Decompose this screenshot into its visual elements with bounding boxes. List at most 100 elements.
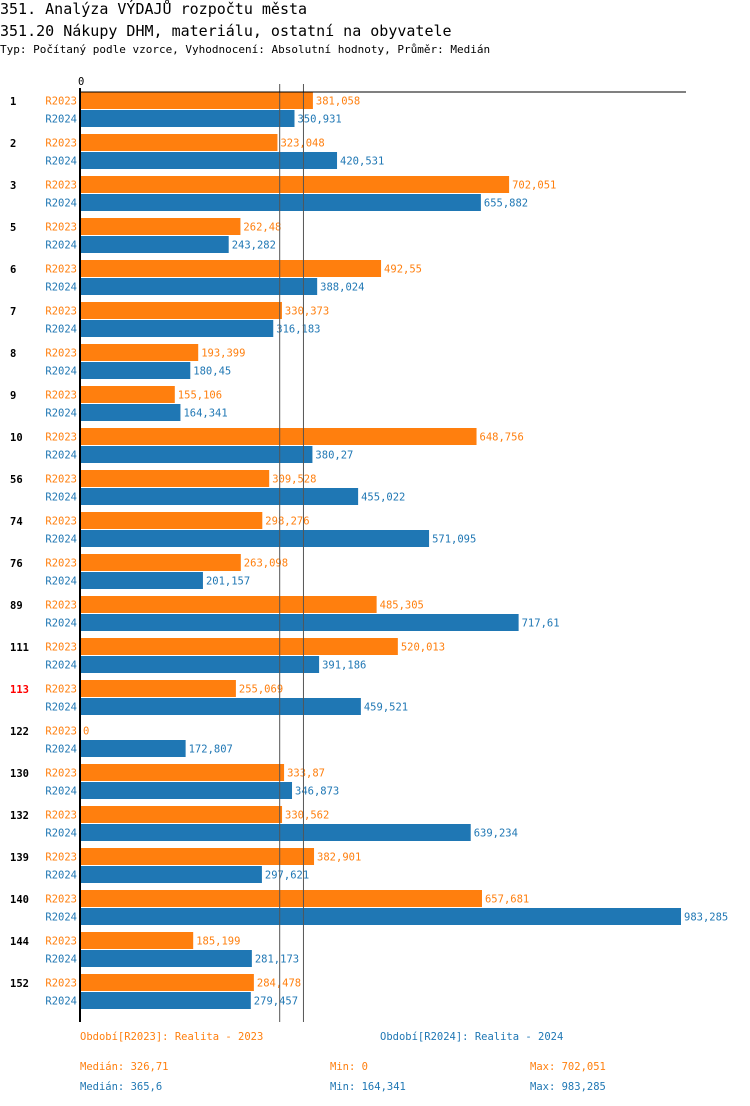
- series-label: R2023: [45, 474, 77, 486]
- bar: [80, 512, 263, 529]
- data-label: 298,276: [265, 516, 309, 528]
- data-label: 702,051: [512, 180, 556, 192]
- series-label: R2023: [45, 600, 77, 612]
- bar: [80, 344, 199, 361]
- category-label: 3: [10, 180, 16, 192]
- series-label: R2024: [45, 996, 77, 1008]
- bar: [80, 950, 252, 967]
- data-label: 193,399: [201, 348, 245, 360]
- category-label: 8: [10, 348, 16, 360]
- series-label: R2024: [45, 576, 77, 588]
- category-label: 152: [10, 978, 29, 990]
- bar: [80, 530, 430, 547]
- bar: [80, 152, 338, 169]
- series-label: R2024: [45, 408, 77, 420]
- category-label: 7: [10, 306, 16, 318]
- series-label: R2024: [45, 786, 77, 798]
- bar: [80, 134, 278, 151]
- series-label: R2023: [45, 894, 77, 906]
- data-label: 382,901: [317, 852, 361, 864]
- bar: [80, 320, 274, 337]
- legend-r2024-period: Období[R2024]: Realita - 2024: [380, 1031, 564, 1043]
- category-label: 9: [10, 390, 16, 402]
- series-label: R2023: [45, 96, 77, 108]
- data-label: 346,873: [295, 786, 339, 798]
- category-label: 140: [10, 894, 29, 906]
- page-title: 351. Analýza VÝDAJŮ rozpočtu města: [0, 0, 308, 18]
- category-label: 2: [10, 138, 16, 150]
- bar: [80, 992, 251, 1009]
- series-label: R2023: [45, 432, 77, 444]
- series-label: R2024: [45, 702, 77, 714]
- page-description: Typ: Počítaný podle vzorce, Vyhodnocení:…: [0, 43, 491, 56]
- series-label: R2023: [45, 264, 77, 276]
- series-label: R2024: [45, 660, 77, 672]
- data-label: 520,013: [401, 642, 445, 654]
- category-label: 130: [10, 768, 29, 780]
- series-label: R2024: [45, 828, 77, 840]
- data-label: 243,282: [232, 240, 276, 252]
- data-label: 180,45: [193, 366, 231, 378]
- data-label: 330,562: [285, 810, 329, 822]
- bar: [80, 614, 519, 631]
- series-label: R2024: [45, 450, 77, 462]
- bar: [80, 932, 194, 949]
- category-label: 139: [10, 852, 29, 864]
- bar: [80, 740, 186, 757]
- bar: [80, 488, 359, 505]
- data-label: 420,531: [340, 156, 384, 168]
- bar: [80, 806, 283, 823]
- bar: [80, 866, 262, 883]
- data-label: 381,058: [316, 96, 360, 108]
- category-label: 1: [10, 96, 16, 108]
- bar: [80, 572, 203, 589]
- series-label: R2023: [45, 684, 77, 696]
- bar: [80, 110, 295, 127]
- data-label: 350,931: [297, 114, 341, 126]
- data-label: 155,106: [178, 390, 222, 402]
- data-label: 164,341: [183, 408, 227, 420]
- data-label: 648,756: [480, 432, 524, 444]
- series-label: R2024: [45, 870, 77, 882]
- data-label: 262,48: [243, 222, 281, 234]
- series-label: R2024: [45, 534, 77, 546]
- data-label: 263,098: [244, 558, 288, 570]
- series-label: R2024: [45, 324, 77, 336]
- category-label: 144: [10, 936, 29, 948]
- data-label: 380,27: [315, 450, 353, 462]
- series-label: R2023: [45, 642, 77, 654]
- data-label: 330,373: [285, 306, 329, 318]
- axis-zero-label: 0: [78, 76, 84, 88]
- series-label: R2023: [45, 138, 77, 150]
- data-label: 316,183: [276, 324, 320, 336]
- legend-r2023-median: Medián: 326,71: [80, 1061, 169, 1073]
- bar: [80, 260, 382, 277]
- data-label: 0: [83, 726, 89, 738]
- bar: [80, 848, 315, 865]
- bar: [80, 470, 270, 487]
- bar: [80, 386, 175, 403]
- bar: [80, 278, 318, 295]
- data-label: 388,024: [320, 282, 364, 294]
- bar: [80, 446, 313, 463]
- bar: [80, 974, 254, 991]
- series-label: R2024: [45, 744, 77, 756]
- category-label: 132: [10, 810, 29, 822]
- bar: [80, 92, 313, 109]
- bar: [80, 236, 229, 253]
- series-label: R2023: [45, 978, 77, 990]
- series-label: R2024: [45, 618, 77, 630]
- bar: [80, 194, 481, 211]
- data-label: 485,305: [380, 600, 424, 612]
- category-label: 10: [10, 432, 23, 444]
- category-label: 111: [10, 642, 29, 654]
- series-label: R2023: [45, 726, 77, 738]
- category-label: 6: [10, 264, 16, 276]
- category-label: 113: [10, 684, 29, 696]
- legend-r2024-max: Max: 983,285: [530, 1081, 606, 1093]
- data-label: 255,069: [239, 684, 283, 696]
- bar: [80, 176, 510, 193]
- series-label: R2024: [45, 156, 77, 168]
- category-label: 5: [10, 222, 16, 234]
